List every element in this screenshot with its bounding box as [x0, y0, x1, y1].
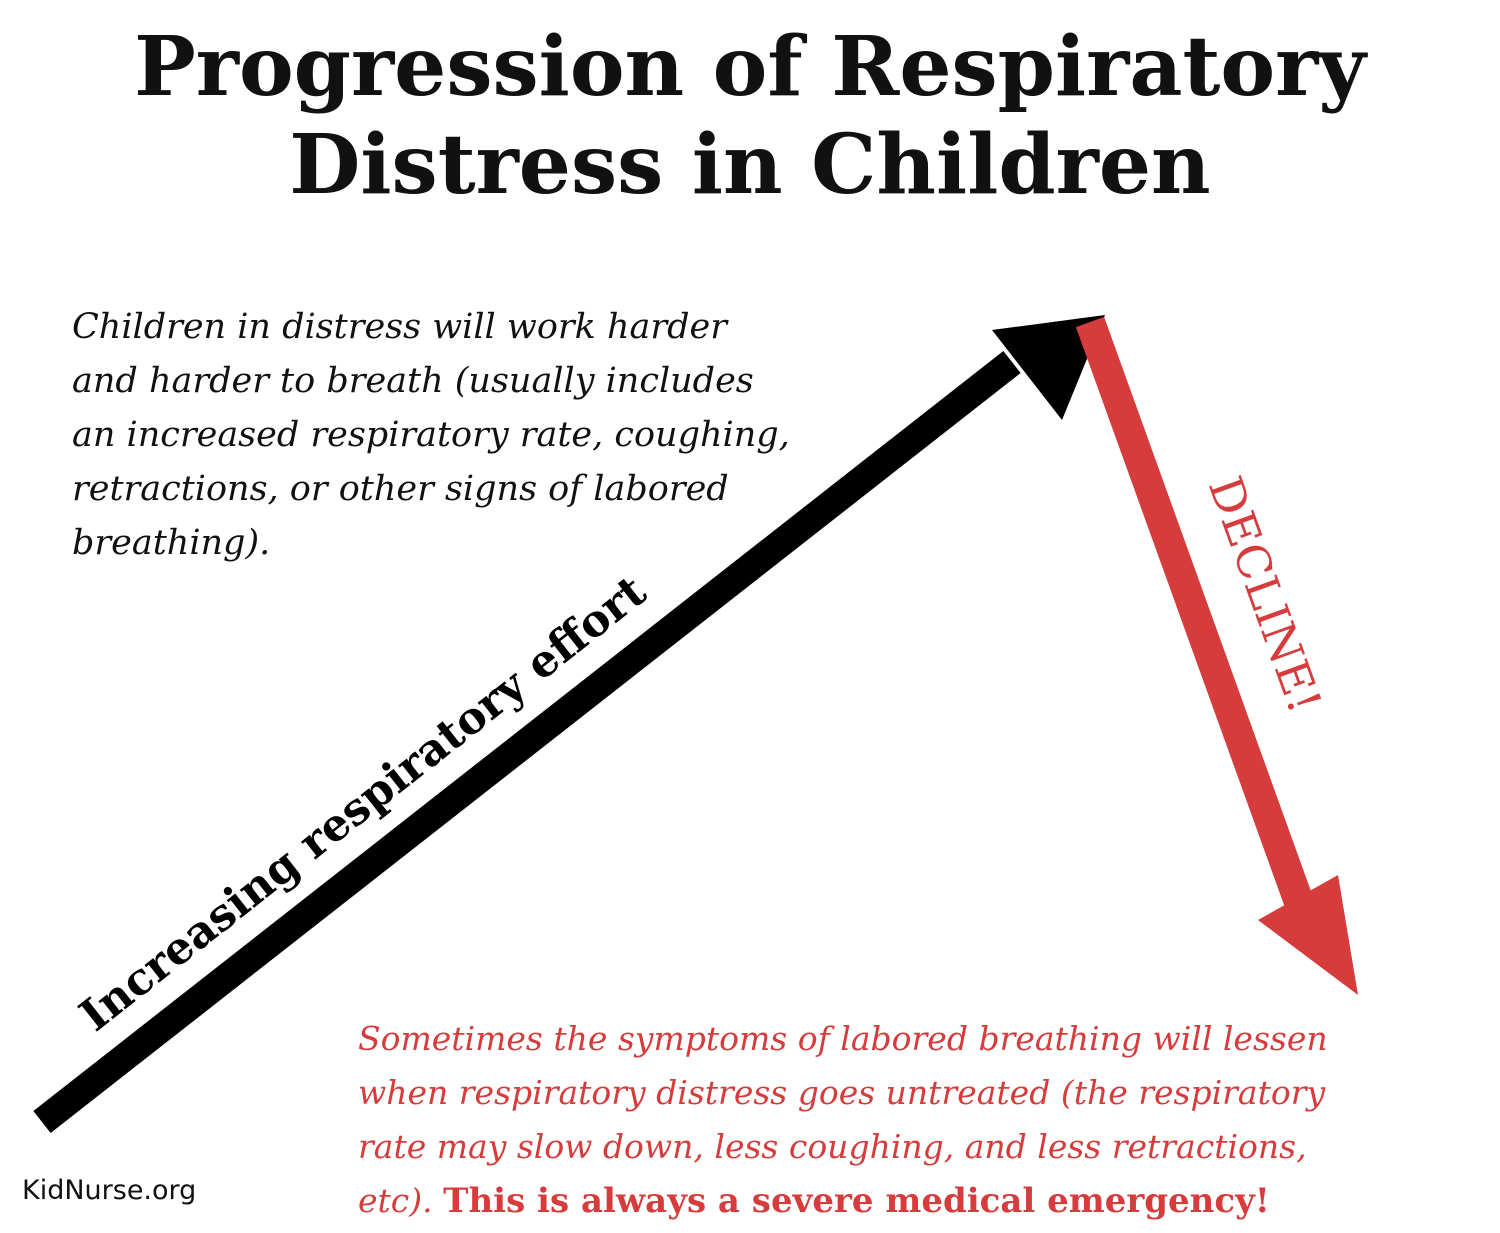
intro-line: breathing).	[72, 523, 271, 563]
site-credit: KidNurse.org	[22, 1175, 197, 1206]
warning-line: when respiratory distress goes untreated…	[358, 1073, 1326, 1112]
rising-arrow-head	[992, 315, 1105, 420]
diagram-title: Progression of Respiratory Distress in C…	[0, 18, 1500, 214]
rising-arrow-shaft	[33, 350, 1021, 1134]
warning-last-line: etc). This is always a severe medical em…	[358, 1174, 1483, 1228]
intro-line: an increased respiratory rate, coughing,	[72, 415, 790, 455]
warning-line: rate may slow down, less coughing, and l…	[358, 1127, 1307, 1166]
emergency-emphasis: This is always a severe medical emergenc…	[443, 1181, 1270, 1221]
warning-description: Sometimes the symptoms of labored breath…	[358, 1012, 1483, 1228]
title-line-2: Distress in Children	[289, 117, 1211, 213]
intro-description: Children in distress will work harder an…	[72, 300, 872, 570]
decline-arrow	[1075, 316, 1358, 995]
intro-line: retractions, or other signs of labored	[72, 469, 729, 509]
warning-line: Sometimes the symptoms of labored breath…	[358, 1019, 1328, 1058]
rising-effort-arrow	[33, 315, 1105, 1134]
rising-arrow-label: Increasing respiratory effort	[70, 565, 656, 1041]
decline-arrow-shaft	[1075, 316, 1315, 911]
warning-line-italic: etc).	[358, 1181, 433, 1220]
title-line-1: Progression of Respiratory	[134, 19, 1366, 115]
intro-line: and harder to breath (usually includes	[72, 361, 754, 401]
intro-line: Children in distress will work harder	[72, 307, 727, 347]
decline-arrow-head	[1258, 875, 1358, 995]
